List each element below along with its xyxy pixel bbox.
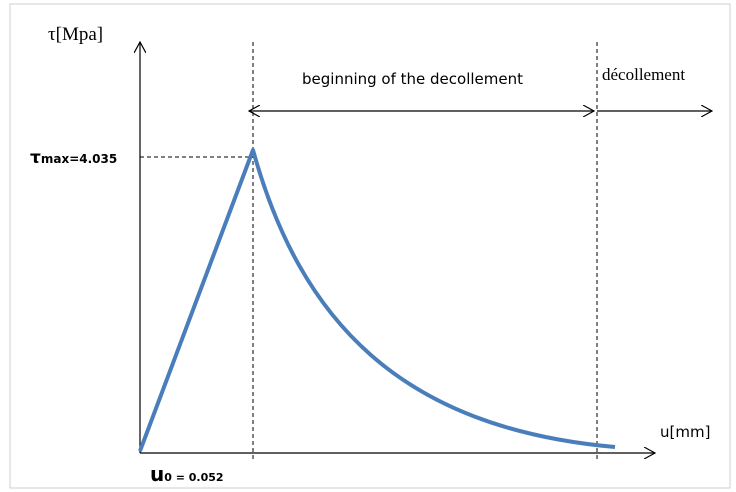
zone-label: beginning of the decollement [302, 70, 523, 88]
frame [9, 3, 731, 489]
subscript: max [41, 152, 70, 166]
tmax-label: τmax=4.035 [30, 148, 117, 168]
y-axis-label: τ[Mpa] [48, 24, 103, 45]
u0-label: u0 = 0.052 [150, 462, 224, 486]
symbol: τ [30, 148, 41, 168]
subscript: 0 [164, 471, 172, 484]
value: =4.035 [69, 152, 117, 166]
value: = 0.052 [172, 471, 224, 484]
x-axis-label: u[mm] [660, 423, 710, 441]
symbol: u [150, 462, 164, 486]
bond-slip-curve [138, 148, 616, 452]
zone-label: décollement [602, 65, 685, 84]
